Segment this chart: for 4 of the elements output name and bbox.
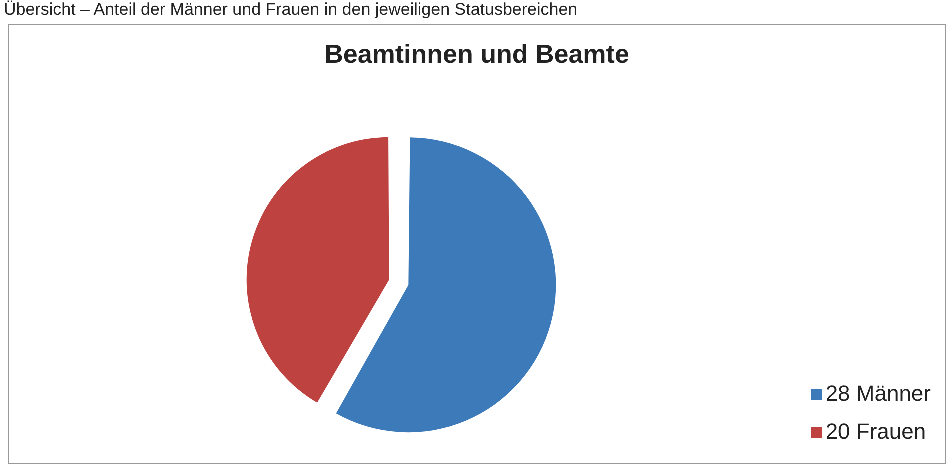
chart-title: Beamtinnen und Beamte <box>324 39 630 70</box>
text: Übersicht – Anteil der Männer und Frauen in den jeweiligen Statusbereichen <box>4 0 578 20</box>
legend-label: 20 Frauen <box>824 419 928 445</box>
legend-label: 28 Männer <box>824 381 931 407</box>
